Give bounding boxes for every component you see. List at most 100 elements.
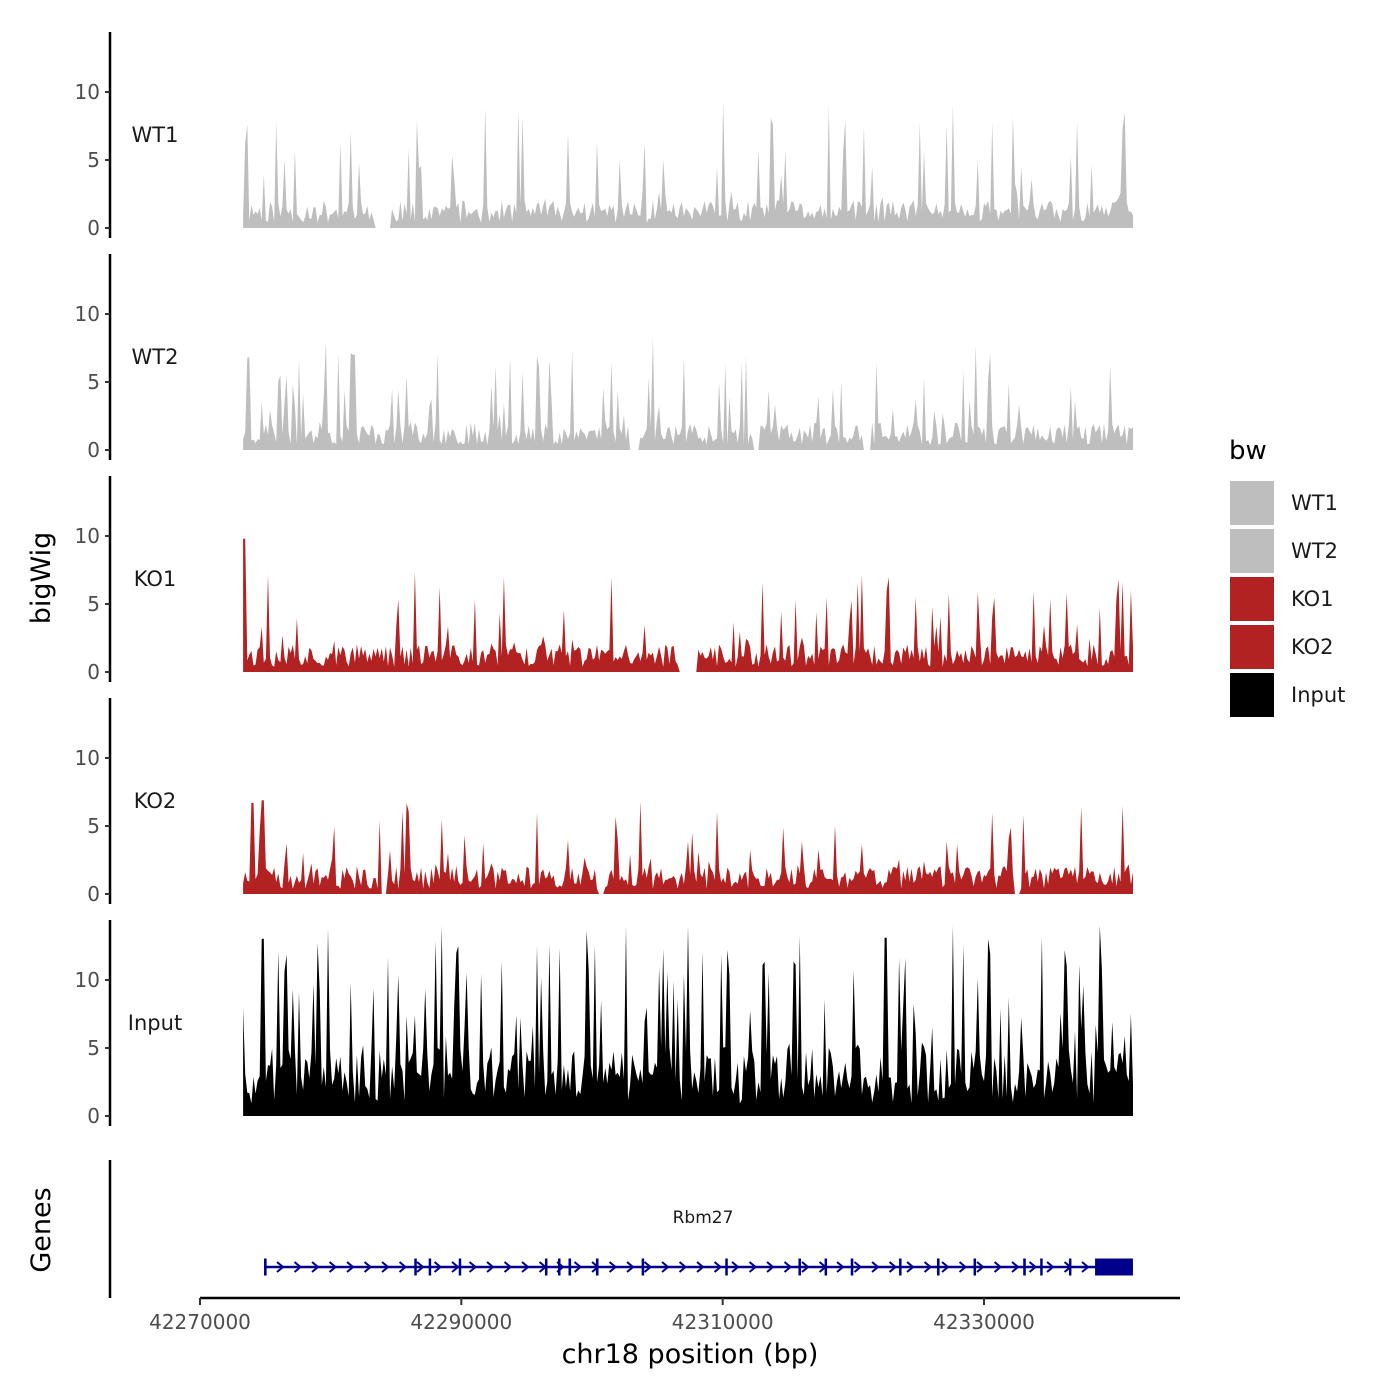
genes-axis-title: Genes <box>26 1187 57 1272</box>
strand-arrow <box>958 1261 968 1273</box>
strand-arrow <box>486 1261 495 1273</box>
legend-swatch <box>1230 625 1274 669</box>
strand-arrow <box>888 1261 898 1273</box>
strand-arrow <box>678 1261 688 1273</box>
y-tick-label: 10 <box>75 524 100 548</box>
strand-arrow <box>381 1261 390 1273</box>
strand-arrow <box>643 1261 653 1273</box>
exon <box>544 1258 548 1276</box>
y-tick-label: 0 <box>87 882 100 906</box>
y-tick-label: 10 <box>75 746 100 770</box>
legend-swatch <box>1230 577 1274 621</box>
legend-label: WT1 <box>1291 491 1338 515</box>
legend-swatch <box>1230 529 1274 573</box>
legend-label: KO1 <box>1291 587 1334 611</box>
exon <box>725 1258 728 1276</box>
strand-arrow <box>451 1261 460 1273</box>
exon <box>264 1258 267 1276</box>
track-input: 0 5 10 Input <box>75 920 1134 1128</box>
exon <box>428 1258 432 1276</box>
signal-area <box>243 538 1134 672</box>
y-tick-label: 0 <box>87 438 100 462</box>
strand-arrow <box>608 1261 618 1273</box>
strand-arrow <box>1046 1261 1055 1273</box>
legend-title: bw <box>1229 436 1267 466</box>
exon <box>458 1258 462 1276</box>
strand-arrow <box>993 1261 1003 1273</box>
track-label: KO1 <box>134 567 177 591</box>
exon <box>973 1258 977 1276</box>
strand-arrow <box>416 1261 425 1273</box>
strand-arrow <box>276 1261 285 1273</box>
exon <box>568 1258 572 1276</box>
y-tick-label: 0 <box>87 1104 100 1128</box>
strand-arrow <box>853 1261 863 1273</box>
strand-arrow <box>293 1261 303 1273</box>
strand-arrow <box>836 1261 845 1273</box>
exon <box>899 1258 902 1276</box>
exon <box>1040 1258 1043 1276</box>
strand-arrow <box>328 1261 338 1273</box>
signal-area <box>243 337 1134 450</box>
exon <box>1095 1258 1133 1276</box>
exon <box>824 1258 828 1276</box>
exon <box>595 1258 599 1276</box>
strand-arrow <box>766 1261 775 1273</box>
strand-arrow <box>713 1261 723 1273</box>
strand-arrow <box>748 1261 758 1273</box>
legend-swatch <box>1230 481 1274 525</box>
strand-arrow <box>311 1261 320 1273</box>
strand-arrow <box>1028 1261 1038 1273</box>
strand-arrow <box>363 1261 373 1273</box>
strand-arrow <box>923 1261 933 1273</box>
strand-arrow <box>1011 1261 1020 1273</box>
track-ko2: 0 5 10 KO2 <box>75 698 1134 906</box>
track-label: WT2 <box>132 345 179 369</box>
exon <box>850 1258 854 1276</box>
strand-arrow <box>573 1261 583 1273</box>
x-tick-label: 42270000 <box>149 1310 251 1334</box>
legend: bw WT1 WT2 KO1 KO2 Input <box>1229 436 1345 717</box>
exon <box>414 1258 417 1276</box>
strand-arrow <box>871 1261 880 1273</box>
x-tick-label: 42310000 <box>672 1310 774 1334</box>
x-axis: 42270000 42290000 42310000 42330000 <box>149 1296 1180 1334</box>
gene-name-label: Rbm27 <box>673 1208 734 1228</box>
y-tick-label: 0 <box>87 660 100 684</box>
strand-arrow <box>398 1261 408 1273</box>
strand-arrow <box>521 1261 530 1273</box>
y-tick-label: 0 <box>87 216 100 240</box>
genes-panel: Rbm27 <box>108 1160 1133 1298</box>
strand-arrow <box>696 1261 705 1273</box>
signal-area <box>243 101 1134 228</box>
exon <box>798 1258 801 1276</box>
exon <box>641 1258 645 1276</box>
signal-area <box>243 800 1134 894</box>
exon <box>936 1258 940 1276</box>
strand-arrow <box>731 1261 740 1273</box>
strand-arrow <box>661 1261 670 1273</box>
y-axis-title: bigWig <box>26 532 57 625</box>
strand-arrow <box>346 1261 355 1273</box>
x-tick-label: 42290000 <box>410 1310 512 1334</box>
track-ko1: 0 5 10 KO1 <box>75 476 1134 684</box>
strand-arrow <box>468 1261 478 1273</box>
strand-arrow <box>801 1261 810 1273</box>
strand-arrow <box>906 1261 915 1273</box>
legend-label: WT2 <box>1291 539 1338 563</box>
exon <box>558 1258 561 1276</box>
track-label: Input <box>128 1011 182 1035</box>
track-label: WT1 <box>132 123 179 147</box>
track-wt2: 0 5 10 WT2 <box>75 254 1134 462</box>
x-tick-label: 42330000 <box>933 1310 1035 1334</box>
strand-arrow <box>503 1261 513 1273</box>
y-tick-label: 5 <box>87 814 100 838</box>
exon <box>1023 1258 1026 1276</box>
y-tick-label: 10 <box>75 80 100 104</box>
y-tick-label: 5 <box>87 370 100 394</box>
y-tick-label: 10 <box>75 302 100 326</box>
track-wt1: 0 5 10 WT1 <box>75 32 1134 240</box>
legend-label: Input <box>1291 683 1345 707</box>
track-label: KO2 <box>134 789 177 813</box>
